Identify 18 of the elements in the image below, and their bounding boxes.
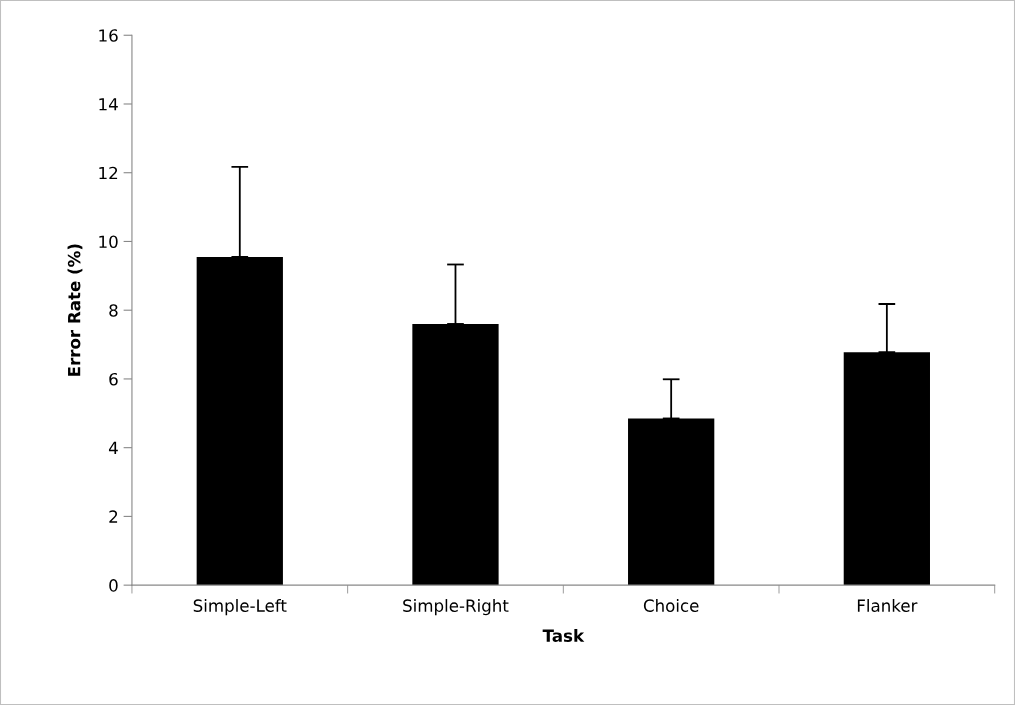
y-axis-title: Error Rate (%) xyxy=(67,244,83,376)
y-tick-label: 6 xyxy=(109,372,118,386)
y-tick-label: 0 xyxy=(109,579,118,592)
bar xyxy=(196,256,283,586)
y-tick-label: 12 xyxy=(99,166,118,180)
bar xyxy=(412,323,499,586)
bar xyxy=(843,352,930,586)
y-tick-label: 8 xyxy=(109,304,118,317)
y-tick-label: 14 xyxy=(99,98,118,111)
x-tick-label: Choice xyxy=(643,599,699,612)
x-axis-title: Task xyxy=(542,629,585,642)
y-tick-label: 10 xyxy=(99,235,118,249)
x-tick-label: Flanker xyxy=(857,599,918,612)
y-tick-label: 16 xyxy=(99,29,118,42)
y-tick-label: 4 xyxy=(108,441,118,455)
x-tick-label: Simple-Left xyxy=(193,599,287,616)
x-tick-label: Simple-Right xyxy=(403,599,509,616)
y-tick-label: 2 xyxy=(109,510,118,523)
